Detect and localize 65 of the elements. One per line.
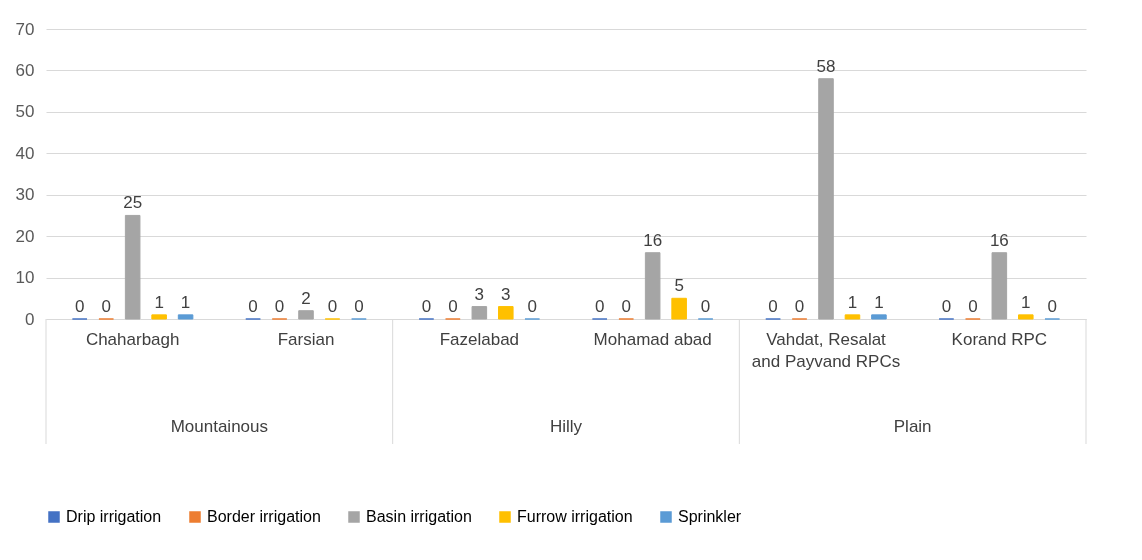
data-label: 0: [794, 297, 805, 316]
bar: [644, 252, 661, 320]
data-label: 0: [595, 297, 605, 316]
bar: [871, 314, 887, 320]
y-tick-label: 30: [15, 185, 35, 205]
legend-label: Border irrigation: [207, 508, 321, 525]
data-label: 58: [816, 56, 836, 76]
data-label: 3: [474, 284, 485, 304]
bar: [498, 306, 514, 320]
data-label: 5: [674, 276, 684, 296]
data-label: 0: [327, 297, 338, 316]
data-label: 1: [874, 292, 884, 312]
bar: [818, 78, 834, 320]
bar: [1018, 314, 1034, 320]
bar: [991, 252, 1008, 320]
bar: [471, 306, 488, 320]
data-label: 16: [643, 230, 663, 250]
data-label: 0: [941, 297, 952, 316]
x-tick-label: Mohamad abad: [593, 329, 712, 349]
legend-label: Sprinkler: [678, 508, 742, 525]
bar: [298, 310, 314, 320]
data-label: 16: [989, 230, 1009, 250]
y-tick-label: 70: [15, 19, 35, 39]
legend-label: Basin irrigation: [366, 508, 472, 525]
x-tick-label: Vahdat, Resalat and Payvand RPCs: [751, 329, 901, 371]
y-tick-label: 60: [15, 60, 35, 80]
bar: [844, 314, 861, 320]
data-label: 0: [421, 297, 432, 316]
bar: [671, 297, 687, 320]
data-label: 0: [448, 297, 458, 316]
legend-label: Drip irrigation: [66, 508, 162, 525]
x-tick-label: Fazelabad: [439, 329, 520, 349]
data-label: 1: [180, 292, 191, 312]
data-label: 3: [501, 284, 511, 304]
data-label: 1: [154, 292, 164, 312]
x-tick-label: Farsian: [277, 329, 335, 349]
text: Mountainous: [170, 417, 269, 436]
y-tick-label: 10: [15, 268, 35, 288]
data-label: 0: [768, 297, 778, 316]
bar: [151, 314, 167, 320]
data-label: 0: [700, 297, 711, 316]
data-label: 0: [968, 297, 978, 316]
data-label: 1: [847, 292, 858, 312]
data-label: 0: [527, 297, 537, 316]
y-tick-label: 40: [15, 143, 35, 163]
data-label: 2: [301, 288, 311, 308]
text: Hilly: [549, 417, 583, 436]
data-label: 0: [1047, 297, 1057, 316]
data-label: 0: [101, 297, 111, 316]
y-tick-label: 0: [25, 309, 35, 329]
data-label: 0: [621, 297, 631, 316]
x-tick-label: Chaharbagh: [85, 329, 180, 349]
data-label: 0: [354, 297, 364, 316]
bar: [177, 314, 194, 320]
text: Plain: [893, 417, 932, 436]
data-label: 0: [75, 297, 85, 316]
data-label: 0: [248, 297, 258, 316]
y-tick-label: 20: [15, 226, 35, 246]
x-tick-label: Korand RPC: [951, 329, 1048, 349]
data-label: 0: [274, 297, 285, 316]
data-label: 25: [123, 193, 143, 213]
data-label: 1: [1021, 292, 1031, 312]
legend-label: Furrow irrigation: [517, 508, 633, 525]
y-tick-label: 50: [15, 102, 35, 122]
bar: [124, 214, 141, 320]
